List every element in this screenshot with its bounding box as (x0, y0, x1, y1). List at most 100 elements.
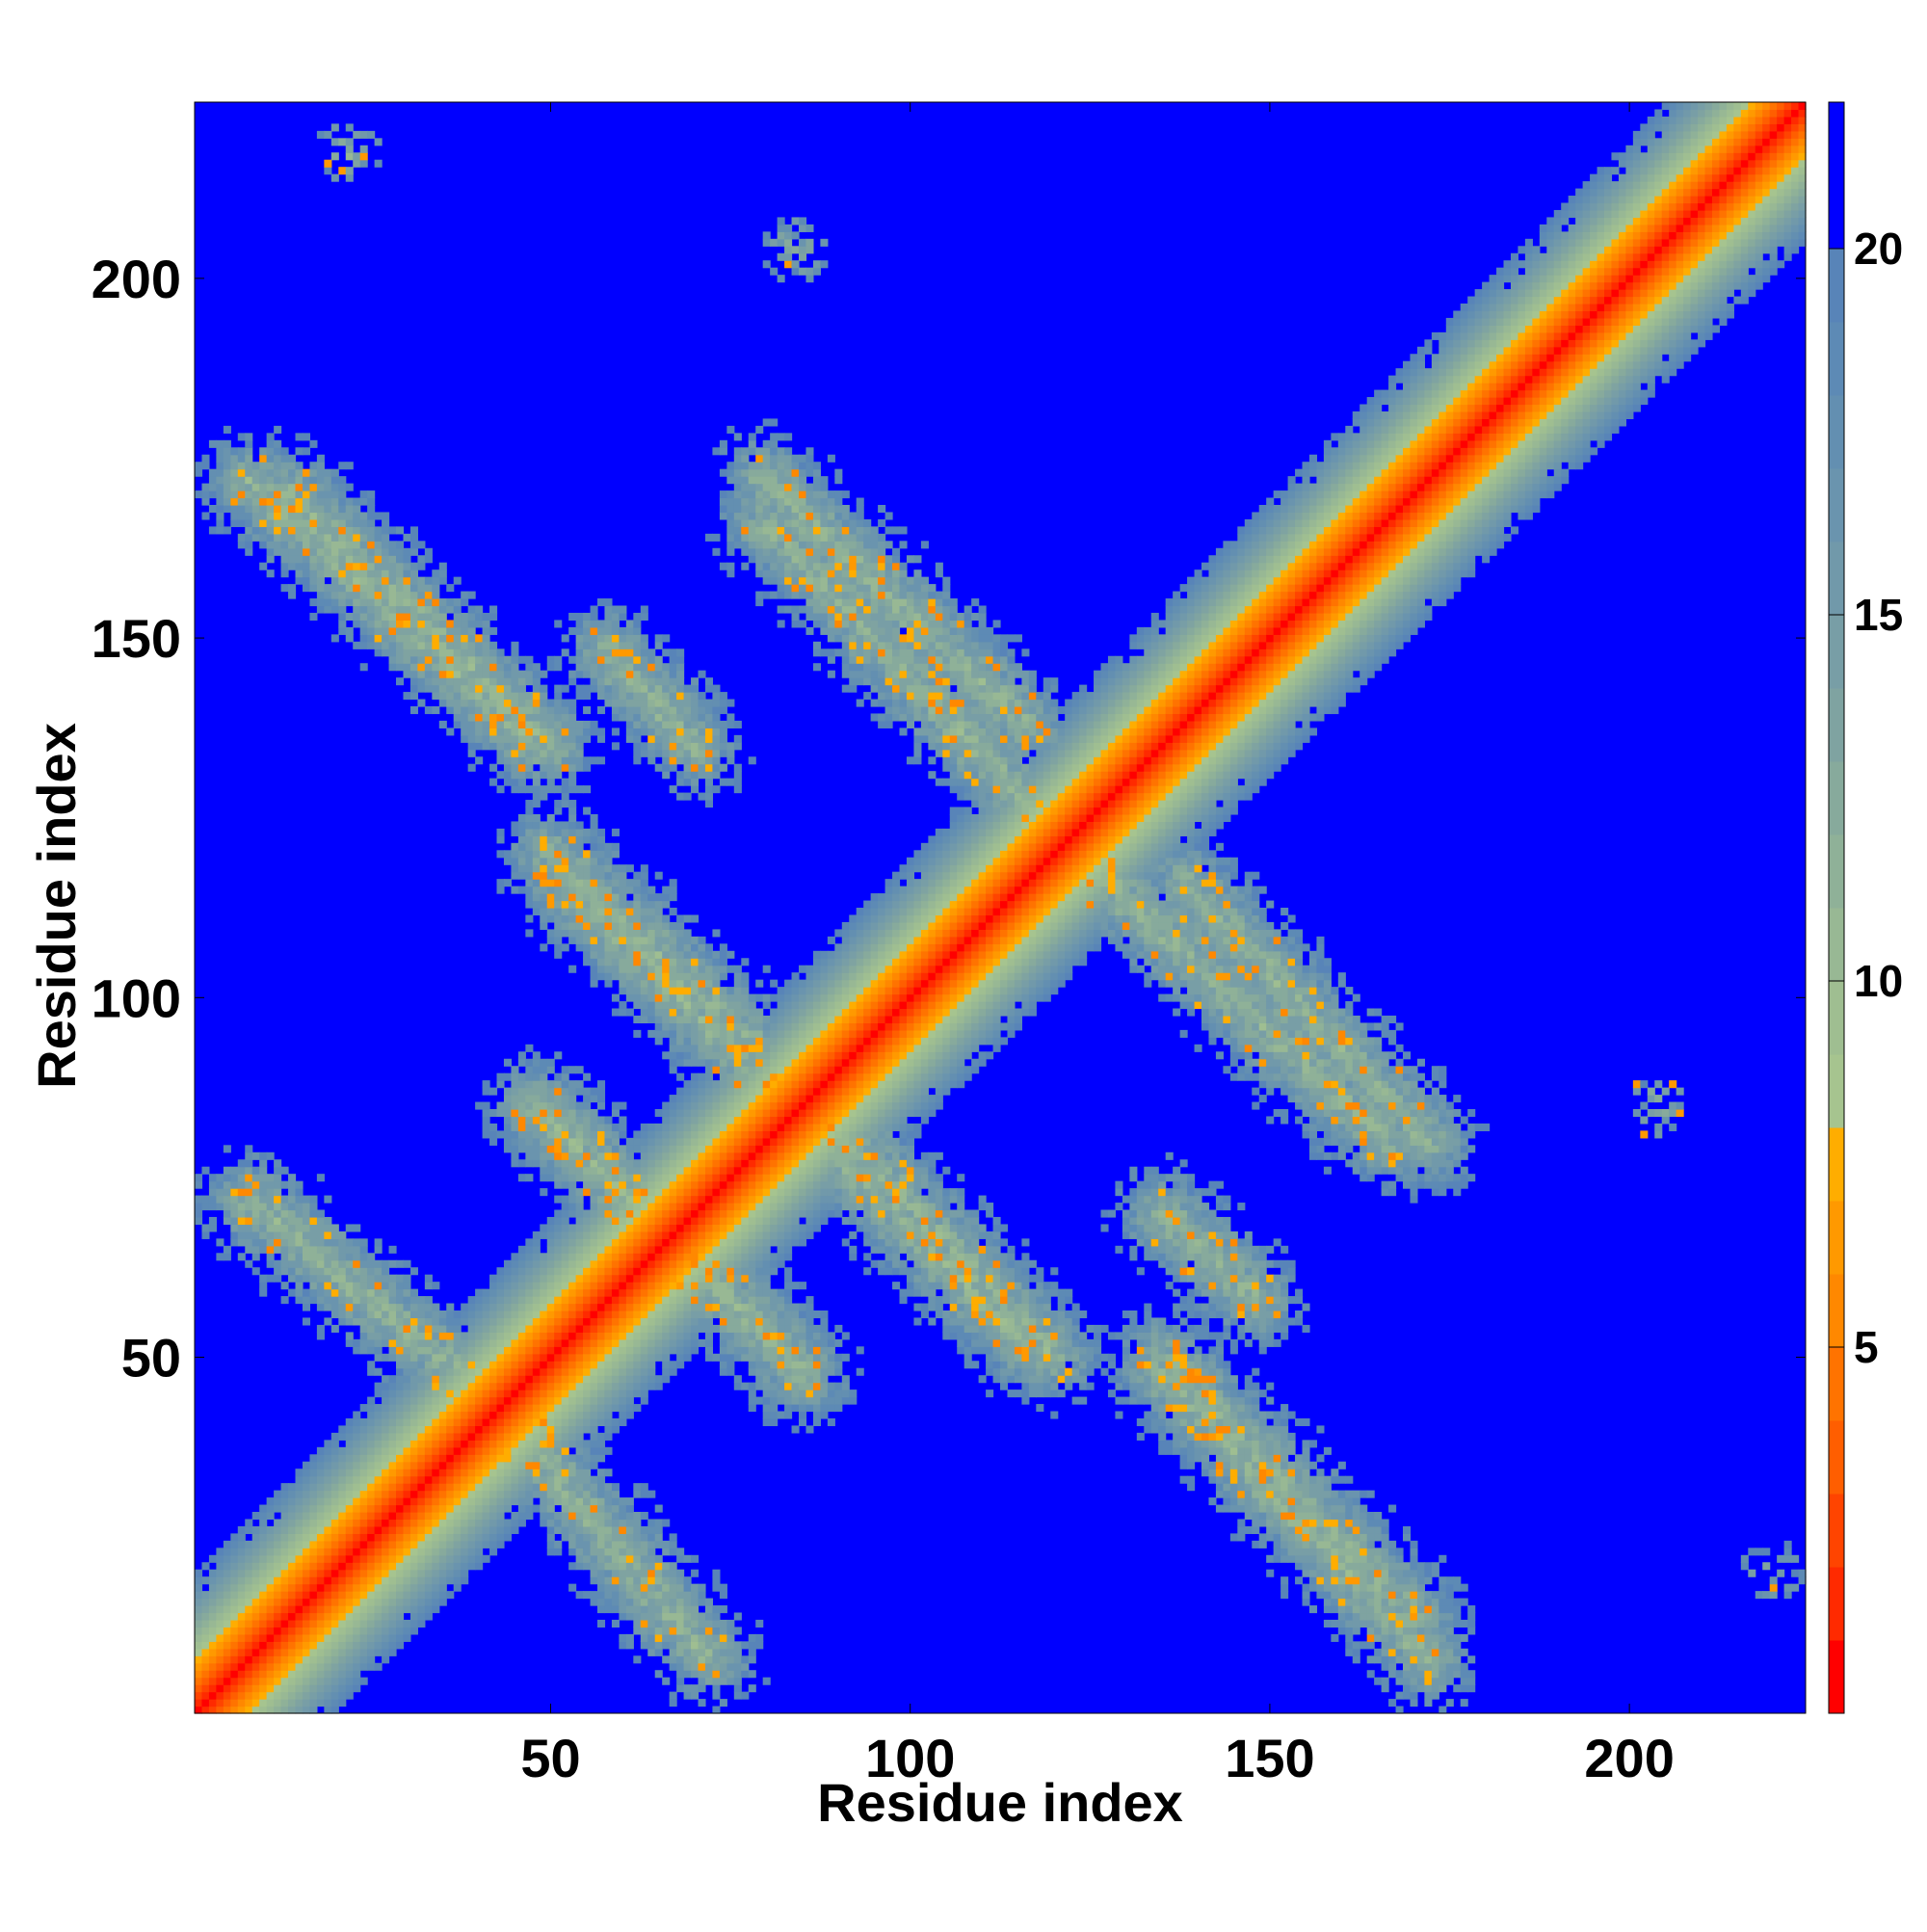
heatmap-cell (604, 1303, 613, 1311)
heatmap-cell (223, 1245, 231, 1254)
heatmap-cell (259, 1282, 268, 1290)
heatmap-cell (295, 1691, 304, 1700)
heatmap-cell (590, 720, 598, 728)
heatmap-cell (583, 1454, 592, 1463)
heatmap-cell (382, 1267, 390, 1276)
heatmap-cell (280, 526, 289, 535)
heatmap-cell (295, 1238, 304, 1247)
heatmap-cell (597, 1303, 606, 1311)
heatmap-cell (467, 1382, 476, 1390)
heatmap-cell (540, 1338, 548, 1347)
heatmap-cell (532, 1382, 541, 1390)
heatmap-cell (237, 1562, 246, 1571)
heatmap-cell (295, 1627, 304, 1635)
heatmap-cell (540, 821, 548, 830)
heatmap-cell (575, 1548, 584, 1556)
heatmap-cell (662, 1367, 671, 1376)
heatmap-cell (590, 900, 598, 909)
heatmap-cell (597, 1137, 606, 1146)
heatmap-cell (540, 728, 548, 736)
heatmap-cell (338, 1648, 347, 1656)
heatmap-cell (388, 1317, 397, 1326)
heatmap-cell (619, 655, 627, 664)
heatmap-cell (597, 1375, 606, 1384)
heatmap-cell (590, 641, 598, 649)
heatmap-cell (482, 1338, 490, 1347)
heatmap-cell (245, 1662, 253, 1671)
heatmap-cell (245, 1540, 253, 1548)
heatmap-cell (633, 1188, 642, 1197)
heatmap-cell (482, 1389, 490, 1398)
heatmap-cell (195, 1655, 203, 1664)
heatmap-cell (590, 893, 598, 902)
heatmap-cell (619, 958, 627, 966)
heatmap-cell (561, 1404, 569, 1413)
heatmap-cell (475, 620, 484, 628)
heatmap-cell (374, 1540, 383, 1548)
heatmap-cell (575, 1554, 584, 1563)
heatmap-cell (338, 505, 347, 514)
heatmap-cell (604, 1361, 613, 1369)
heatmap-cell (482, 634, 490, 643)
heatmap-cell (388, 1576, 397, 1585)
heatmap-cell (396, 1353, 405, 1362)
heatmap-cell (353, 1417, 361, 1427)
heatmap-cell (259, 1605, 268, 1614)
heatmap-cell (438, 655, 447, 664)
heatmap-cell (309, 1576, 318, 1585)
heatmap-cell (230, 447, 239, 456)
heatmap-cell (324, 1641, 332, 1650)
heatmap-cell (640, 936, 648, 944)
heatmap-cell (640, 1361, 648, 1369)
heatmap-cell (288, 1533, 297, 1542)
heatmap-cell (403, 1548, 411, 1556)
heatmap-cell (554, 921, 563, 930)
heatmap-cell (561, 1317, 569, 1326)
heatmap-cell (575, 871, 584, 880)
heatmap-cell (532, 1253, 541, 1261)
heatmap-cell (532, 1440, 541, 1448)
heatmap-cell (625, 1216, 634, 1226)
heatmap-cell (619, 1116, 627, 1125)
heatmap-cell (475, 1446, 484, 1455)
heatmap-cell (669, 987, 677, 995)
heatmap-cell (604, 1288, 613, 1297)
heatmap-cell (330, 1267, 339, 1276)
heatmap-cell (546, 1317, 555, 1326)
heatmap-cell (388, 1591, 397, 1600)
heatmap-cell (482, 699, 490, 707)
heatmap-cell (432, 1454, 440, 1463)
heatmap-cell (208, 1627, 217, 1635)
heatmap-cell (432, 663, 440, 672)
heatmap-cell (619, 1396, 627, 1405)
heatmap-cell (359, 598, 368, 607)
heatmap-cell (367, 626, 376, 635)
heatmap-cell (223, 1605, 231, 1614)
heatmap-cell (532, 1072, 541, 1081)
heatmap-cell (382, 1525, 390, 1534)
heatmap-cell (251, 1512, 260, 1521)
heatmap-cell (525, 1238, 534, 1247)
heatmap-cell (353, 1533, 361, 1542)
heatmap-cell (546, 1296, 555, 1305)
heatmap-cell (237, 1641, 246, 1650)
heatmap-cell (359, 526, 368, 535)
heatmap-cell (223, 505, 231, 514)
heatmap-cell (280, 1562, 289, 1571)
heatmap-cell (359, 512, 368, 520)
heatmap-cell (259, 1677, 268, 1685)
heatmap-cell (316, 1461, 325, 1469)
heatmap-cell (532, 900, 541, 909)
heatmap-cell (359, 1303, 368, 1311)
heatmap-cell (546, 1166, 555, 1175)
heatmap-cell (611, 1216, 620, 1226)
heatmap-cell (647, 1303, 656, 1311)
heatmap-cell (324, 1662, 332, 1671)
heatmap-cell (532, 1432, 541, 1441)
heatmap-cell (561, 713, 569, 722)
heatmap-cell (625, 914, 634, 923)
heatmap-cell (302, 1576, 311, 1585)
heatmap-cell (403, 692, 411, 701)
heatmap-cell (208, 505, 217, 514)
heatmap-cell (546, 1274, 555, 1283)
